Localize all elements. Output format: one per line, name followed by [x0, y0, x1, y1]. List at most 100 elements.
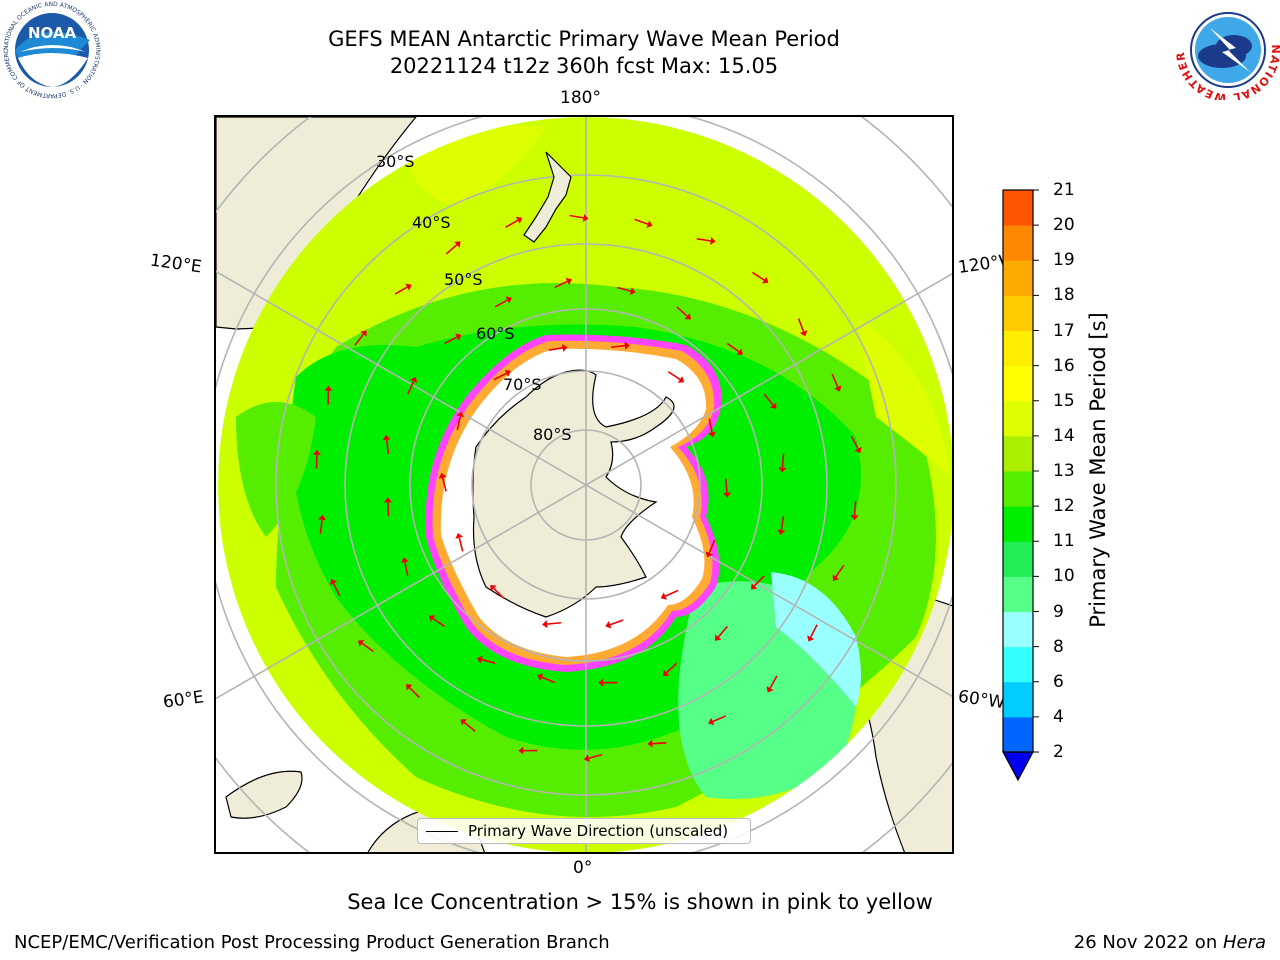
colorbar-band [1003, 225, 1033, 261]
wave-arrow-head [561, 343, 568, 352]
wave-arrow-head [454, 241, 461, 248]
colorbar-tick-label: 13 [1053, 461, 1075, 481]
colorbar-band [1003, 295, 1033, 331]
wave-arrow-head [428, 615, 436, 622]
wave-arrow-shaft [493, 587, 505, 599]
wave-arrow-shaft [354, 333, 365, 346]
wave-arrow-head [807, 635, 815, 642]
colorbar-band [1003, 435, 1033, 472]
wave-arrow-head [677, 376, 685, 383]
wave-arrow-shaft [676, 306, 688, 317]
legend-label: Primary Wave Direction (unscaled) [468, 822, 729, 840]
wave-arrow-head [460, 719, 467, 726]
wave-arrow-head [518, 746, 524, 755]
chart-title: GEFS MEAN Antarctic Primary Wave Mean Pe… [328, 27, 840, 51]
wave-arrow-shaft [780, 516, 785, 531]
wave-arrow-shaft [404, 561, 409, 576]
colorbar-band [1003, 576, 1033, 612]
colorbar [1001, 189, 1039, 782]
wave-arrow-head [565, 277, 572, 285]
wave-arrow-shaft [458, 537, 464, 552]
wave-arrow-head [736, 348, 743, 355]
wave-arrow-shaft [666, 662, 678, 674]
colorbar-band [1003, 260, 1033, 296]
wave-arrow-shaft [554, 280, 568, 289]
wave-arrow-head [582, 213, 589, 222]
footer-machine: Hera [1222, 932, 1266, 953]
wave-arrow-shaft [617, 286, 632, 292]
wave-arrow-shaft [493, 372, 507, 381]
wave-arrow-head [854, 446, 862, 454]
lat-label-80s: 80°S [533, 425, 572, 444]
wave-arrow-shaft [717, 625, 729, 638]
lon-label-120e: 120°E [148, 250, 203, 278]
colorbar-tick-label: 21 [1053, 180, 1075, 200]
wave-arrow-head [329, 578, 338, 586]
wave-arrow-shaft [696, 237, 711, 242]
wave-arrow-shaft [708, 418, 713, 433]
wave-arrow-shaft [835, 564, 845, 578]
colorbar-tick-label: 10 [1053, 566, 1075, 587]
wave-arrow-head [770, 402, 777, 409]
polar-map [214, 115, 954, 854]
wave-arrow-head [832, 574, 840, 582]
wave-arrow-head [438, 472, 447, 479]
wave-arrow-head [777, 529, 786, 536]
colorbar-tick-label: 20 [1053, 215, 1075, 236]
wave-arrow-head [383, 497, 392, 503]
wave-arrow-shaft [441, 477, 447, 492]
colorbar-tick-label: 8 [1053, 636, 1064, 657]
wave-arrow-shaft [667, 371, 681, 381]
wave-arrow-head [766, 686, 774, 693]
colorbar-tick-label: 2 [1053, 742, 1064, 762]
wave-arrow-head [598, 678, 604, 687]
wave-arrow-shaft [569, 214, 584, 219]
wave-arrow-shaft [505, 219, 519, 228]
wave-arrow-head [715, 634, 722, 641]
wave-arrow-shaft [409, 687, 421, 699]
chart-subtitle-run: 20221124 t12z 360h fcst Max: 15.05 [389, 54, 779, 78]
wave-arrow-head [455, 333, 462, 341]
wave-arrow-shaft [445, 244, 458, 255]
colorbar-band [1003, 506, 1033, 542]
wave-arrow-shaft [548, 347, 563, 351]
wave-arrow-head [629, 287, 636, 295]
sea-ice-note: Sea Ice Concentration > 15% is shown in … [347, 890, 933, 914]
wave-arrow-head [504, 369, 511, 377]
lat-label-40s: 40°S [412, 213, 451, 232]
wave-arrow-head [762, 276, 769, 284]
wave-arrow-head [456, 411, 465, 418]
wave-arrow-head [778, 467, 787, 473]
wave-arrow-head [409, 376, 418, 384]
colorbar-tick-label: 9 [1053, 601, 1064, 622]
wave-arrow-head [490, 584, 497, 592]
colorbar-band [1003, 400, 1033, 437]
wave-arrow-shaft [763, 393, 774, 406]
colorbar-tick-label: 12 [1053, 496, 1075, 517]
wave-arrow-head [360, 330, 367, 337]
wave-arrow-shaft [319, 519, 323, 534]
wave-arrow-head [382, 434, 391, 441]
colorbar-under-extension [1001, 751, 1035, 782]
wave-arrow-shaft [850, 435, 859, 450]
wave-arrow-head [850, 515, 859, 521]
lon-label-180: 180° [560, 88, 601, 108]
lat-label-30s: 30°S [376, 152, 415, 171]
colorbar-tick-label: 6 [1053, 671, 1064, 692]
wave-arrow-shaft [752, 271, 765, 281]
map-canvas [216, 117, 952, 852]
wave-arrow-shaft [609, 619, 624, 626]
colorbar-band [1003, 611, 1033, 648]
wave-arrow-shaft [332, 582, 341, 597]
colorbar-tick-label: 17 [1053, 320, 1075, 341]
wave-arrow-head [684, 313, 691, 320]
colorbar-tick-label: 16 [1053, 355, 1075, 376]
colorbar-label: Primary Wave Mean Period [s] [1086, 312, 1110, 628]
wave-arrow-head [646, 220, 653, 228]
wave-arrow-head [750, 583, 758, 590]
colorbar-band [1003, 471, 1033, 507]
antarctica-land [472, 369, 675, 618]
colorbar-tick-label: 19 [1053, 250, 1075, 271]
colorbar-tick-label: 18 [1053, 285, 1075, 306]
wave-arrow-head [722, 492, 731, 498]
